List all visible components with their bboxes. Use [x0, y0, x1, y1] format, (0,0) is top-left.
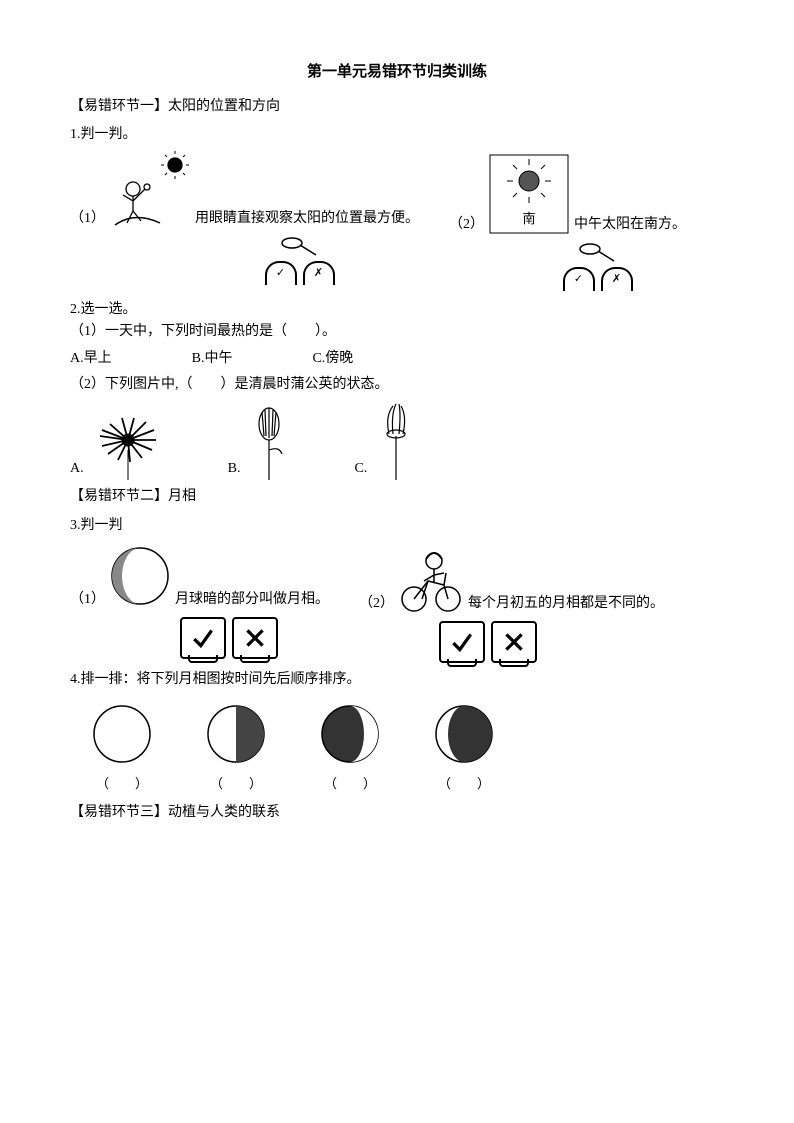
opt-a[interactable]: A.早上 — [70, 348, 112, 370]
flower-open-icon — [88, 410, 168, 480]
q1-1-num: （1） — [70, 208, 105, 230]
q3-label: 3.判一判 — [70, 515, 724, 537]
hammer-icon — [280, 235, 320, 259]
q1-2-text: 中午太阳在南方。 — [574, 214, 686, 236]
dome-x-icon[interactable]: ✗ — [601, 267, 633, 291]
moon-phase-1-icon — [90, 702, 154, 766]
q2-1-options: A.早上 B.中午 C.傍晚 — [70, 348, 724, 370]
q1-1-choice[interactable]: ✓ ✗ — [180, 235, 419, 285]
q2-2: （2）下列图片中,（ ）是清晨时蒲公英的状态。 — [70, 374, 724, 396]
hammer-icon — [578, 241, 618, 265]
south-label: 南 — [522, 211, 535, 226]
moon-phase-4-icon — [432, 702, 496, 766]
opt-c[interactable]: C.傍晚 — [312, 348, 353, 370]
q3-1-num: （1） — [70, 589, 105, 611]
q4-label: 4.排一排：将下列月相图按时间先后顺序排序。 — [70, 669, 724, 691]
check-false-icon[interactable] — [232, 617, 278, 659]
check-true-icon[interactable] — [439, 621, 485, 663]
q3-2-num: （2） — [359, 593, 394, 615]
flower-row: A. B. C. — [70, 400, 724, 480]
section-3-head: 【易错环节三】动植与人类的联系 — [70, 802, 724, 824]
q3-2-choice[interactable] — [439, 621, 664, 663]
check-true-icon[interactable] — [180, 617, 226, 659]
q1-1-text: 用眼睛直接观察太阳的位置最方便。 — [195, 208, 419, 230]
dome-x-icon[interactable]: ✗ — [303, 261, 335, 285]
page-title: 第一单元易错环节归类训练 — [70, 60, 724, 84]
cyclist-icon — [394, 541, 468, 615]
moon-gibbous-icon — [105, 541, 175, 611]
q3-1-choice[interactable] — [180, 617, 329, 659]
moon-phase-3-icon — [318, 702, 382, 766]
check-false-icon[interactable] — [491, 621, 537, 663]
flower-b-label: B. — [228, 458, 241, 480]
q2-1: （1）一天中，下列时间最热的是（ ）。 — [70, 321, 724, 343]
flower-a-label: A. — [70, 458, 84, 480]
q1-row: （1） 用眼睛直接观察太阳的位置最方便。 ✓ ✗ — [70, 151, 724, 291]
flower-wilted-icon — [371, 400, 421, 480]
dome-check-icon[interactable]: ✓ — [265, 261, 297, 285]
opt-b[interactable]: B.中午 — [192, 348, 233, 370]
flower-c-label: C. — [354, 458, 367, 480]
order-blank-3[interactable]: （ ） — [324, 774, 376, 795]
q3-2-text: 每个月初五的月相都是不同的。 — [468, 593, 664, 615]
sun-south-icon: 南 — [484, 151, 574, 237]
moon-order-row: （ ） （ ） （ ） （ ） — [90, 702, 724, 795]
order-blank-1[interactable]: （ ） — [96, 774, 148, 795]
q2-label: 2.选一选。 — [70, 299, 724, 321]
q3-1-text: 月球暗的部分叫做月相。 — [175, 589, 329, 611]
q1-2-choice[interactable]: ✓ ✗ — [509, 241, 686, 291]
child-sun-icon — [105, 151, 195, 231]
q1-2-num: （2） — [449, 214, 484, 236]
moon-phase-2-icon — [204, 702, 268, 766]
q3-row: （1） 月球暗的部分叫做月相。 （2） — [70, 541, 724, 663]
flower-closed-icon — [244, 400, 294, 480]
dome-check-icon[interactable]: ✓ — [563, 267, 595, 291]
order-blank-4[interactable]: （ ） — [438, 774, 490, 795]
section-1-head: 【易错环节一】太阳的位置和方向 — [70, 96, 724, 118]
section-2-head: 【易错环节二】月相 — [70, 486, 724, 508]
q1-label: 1.判一判。 — [70, 124, 724, 146]
order-blank-2[interactable]: （ ） — [210, 774, 262, 795]
